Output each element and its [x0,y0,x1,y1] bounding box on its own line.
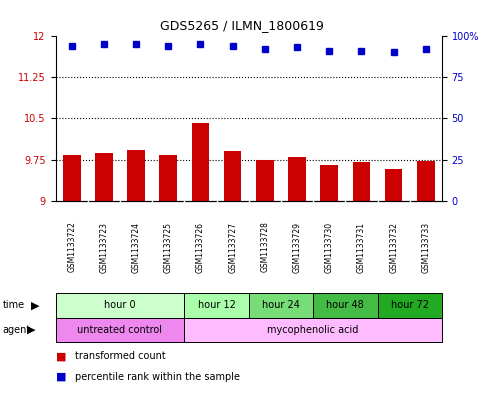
Bar [313,293,378,318]
Bar [378,293,442,318]
Bar [192,123,209,201]
Text: transformed count: transformed count [75,351,166,361]
Text: hour 72: hour 72 [391,300,429,310]
Text: GSM1133725: GSM1133725 [164,222,173,272]
Text: hour 12: hour 12 [198,300,236,310]
Bar [159,154,177,201]
Text: GSM1133726: GSM1133726 [196,222,205,272]
Text: GSM1133730: GSM1133730 [325,221,334,273]
Text: GSM1133731: GSM1133731 [357,222,366,272]
Bar [185,318,442,342]
Text: hour 0: hour 0 [104,300,136,310]
Text: untreated control: untreated control [77,325,162,335]
Bar [320,165,338,201]
Bar [417,161,435,201]
Text: GSM1133723: GSM1133723 [99,222,108,272]
Bar [256,160,274,201]
Text: GSM1133727: GSM1133727 [228,222,237,272]
Bar [127,150,145,201]
Bar [353,162,370,201]
Text: GSM1133728: GSM1133728 [260,222,270,272]
Text: ▶: ▶ [27,325,36,335]
Text: ■: ■ [56,351,66,361]
Bar [185,293,249,318]
Bar [249,293,313,318]
Text: ▶: ▶ [30,300,39,310]
Text: ■: ■ [56,372,66,382]
Text: hour 24: hour 24 [262,300,300,310]
Bar [385,169,402,201]
Text: mycophenolic acid: mycophenolic acid [268,325,359,335]
Bar [63,155,81,201]
Text: GSM1133729: GSM1133729 [293,222,301,272]
Text: percentile rank within the sample: percentile rank within the sample [75,372,240,382]
Text: time: time [2,300,25,310]
Text: GDS5265 / ILMN_1800619: GDS5265 / ILMN_1800619 [159,19,324,32]
Text: GSM1133722: GSM1133722 [67,222,76,272]
Text: GSM1133733: GSM1133733 [421,221,430,273]
Bar [95,153,113,201]
Bar [288,157,306,201]
Bar [56,293,185,318]
Text: GSM1133724: GSM1133724 [131,222,141,272]
Text: hour 48: hour 48 [327,300,364,310]
Text: GSM1133732: GSM1133732 [389,222,398,272]
Bar [224,151,242,201]
Bar [56,318,185,342]
Text: agent: agent [2,325,30,335]
